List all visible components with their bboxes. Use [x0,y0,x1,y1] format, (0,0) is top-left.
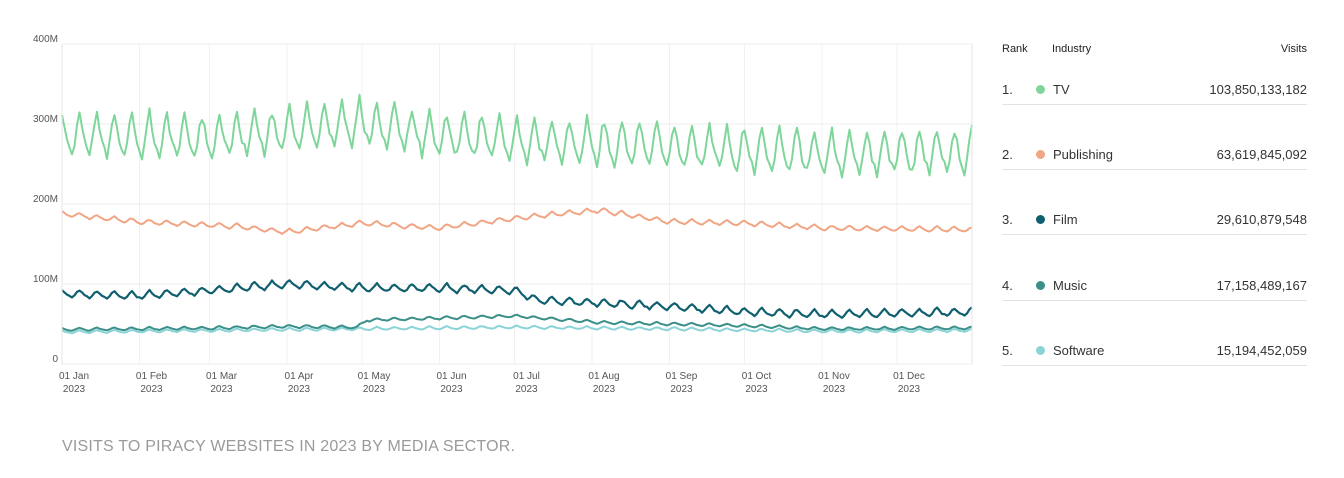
x-tick-year: 2023 [515,384,538,395]
legend-header-visits: Visits [1280,43,1307,55]
x-tick-label: 01 Jan [59,371,89,382]
x-tick-label: 01 May [358,371,391,382]
x-tick-year: 2023 [288,384,311,395]
legend-rank: 2. [1002,146,1013,162]
legend-industry: Film [1053,211,1078,227]
chart-series [61,93,973,335]
x-tick-label: 01 Dec [893,371,925,382]
x-tick-label: 01 Mar [206,371,238,382]
y-tick-label: 200M [33,194,58,205]
legend-row-software[interactable]: 5. Software 15,194,452,059 [1002,335,1307,366]
legend-visits: 17,158,489,167 [1216,277,1307,293]
legend-color-dot-icon [1036,149,1045,159]
series-line-film [61,279,973,319]
legend-row-publishing[interactable]: 2. Publishing 63,619,845,092 [1002,139,1307,170]
legend-visits: 63,619,845,092 [1216,146,1307,162]
chart-axes: 0 100M 200M 300M 400M 01 Jan 2023 01 Feb 2023 01 … [33,34,973,395]
legend-industry: Software [1053,342,1105,358]
series-line-software [61,324,973,335]
legend-rank: 5. [1002,342,1013,358]
legend-industry: TV [1053,81,1070,97]
x-tick-label: 01 Aug [588,371,619,382]
x-tick-year: 2023 [63,384,86,395]
x-tick-year: 2023 [210,384,233,395]
series-line-music [61,313,973,332]
y-tick-label: 0 [52,354,58,365]
legend-visits: 15,194,452,059 [1216,342,1307,358]
legend-header-industry: Industry [1052,43,1092,55]
line-chart: 0 100M 200M 300M 400M 01 Jan 2023 01 Feb 2023 01 … [33,34,973,395]
legend-visits: 103,850,133,182 [1209,81,1307,97]
legend-industry: Publishing [1053,146,1113,162]
legend-visits: 29,610,879,548 [1216,211,1307,227]
legend-rank: 4. [1002,277,1013,293]
legend-header-rank: Rank [1002,43,1028,55]
x-tick-label: 01 Oct [742,371,772,382]
y-tick-label: 400M [33,34,58,45]
legend-color-dot-icon [1036,84,1045,94]
legend-row-film[interactable]: 3. Film 29,610,879,548 [1002,204,1307,235]
x-tick-year: 2023 [440,384,463,395]
x-tick-year: 2023 [745,384,768,395]
series-line-tv [61,93,973,179]
x-tick-label: 01 Feb [136,371,168,382]
legend-row-music[interactable]: 4. Music 17,158,489,167 [1002,270,1307,301]
legend-color-dot-icon [1036,345,1045,355]
x-tick-label: 01 Jun [436,371,466,382]
x-tick-year: 2023 [593,384,616,395]
x-tick-year: 2023 [898,384,921,395]
chart-caption: VISITS TO PIRACY WEBSITES IN 2023 BY MED… [62,438,516,455]
series-line-publishing [61,207,973,235]
x-tick-label: 01 Sep [666,371,698,382]
y-tick-label: 100M [33,274,58,285]
x-tick-label: 01 Nov [818,371,850,382]
x-tick-year: 2023 [140,384,163,395]
x-tick-year: 2023 [670,384,693,395]
legend-header: Rank Industry Visits [1002,38,1307,60]
x-tick-year: 2023 [823,384,846,395]
chart-grid [61,43,972,365]
legend-rank: 3. [1002,211,1013,227]
legend-industry: Music [1053,277,1087,293]
x-tick-label: 01 Apr [285,371,315,382]
x-tick-year: 2023 [363,384,386,395]
y-tick-label: 300M [33,114,58,125]
legend-color-dot-icon [1036,280,1045,290]
legend-color-dot-icon [1036,214,1045,224]
x-tick-label: 01 Jul [513,371,540,382]
legend-row-tv[interactable]: 1. TV 103,850,133,182 [1002,74,1307,105]
legend-table: Rank Industry Visits 1. TV 103,850,133,1… [1002,38,1307,366]
legend-rank: 1. [1002,81,1013,97]
